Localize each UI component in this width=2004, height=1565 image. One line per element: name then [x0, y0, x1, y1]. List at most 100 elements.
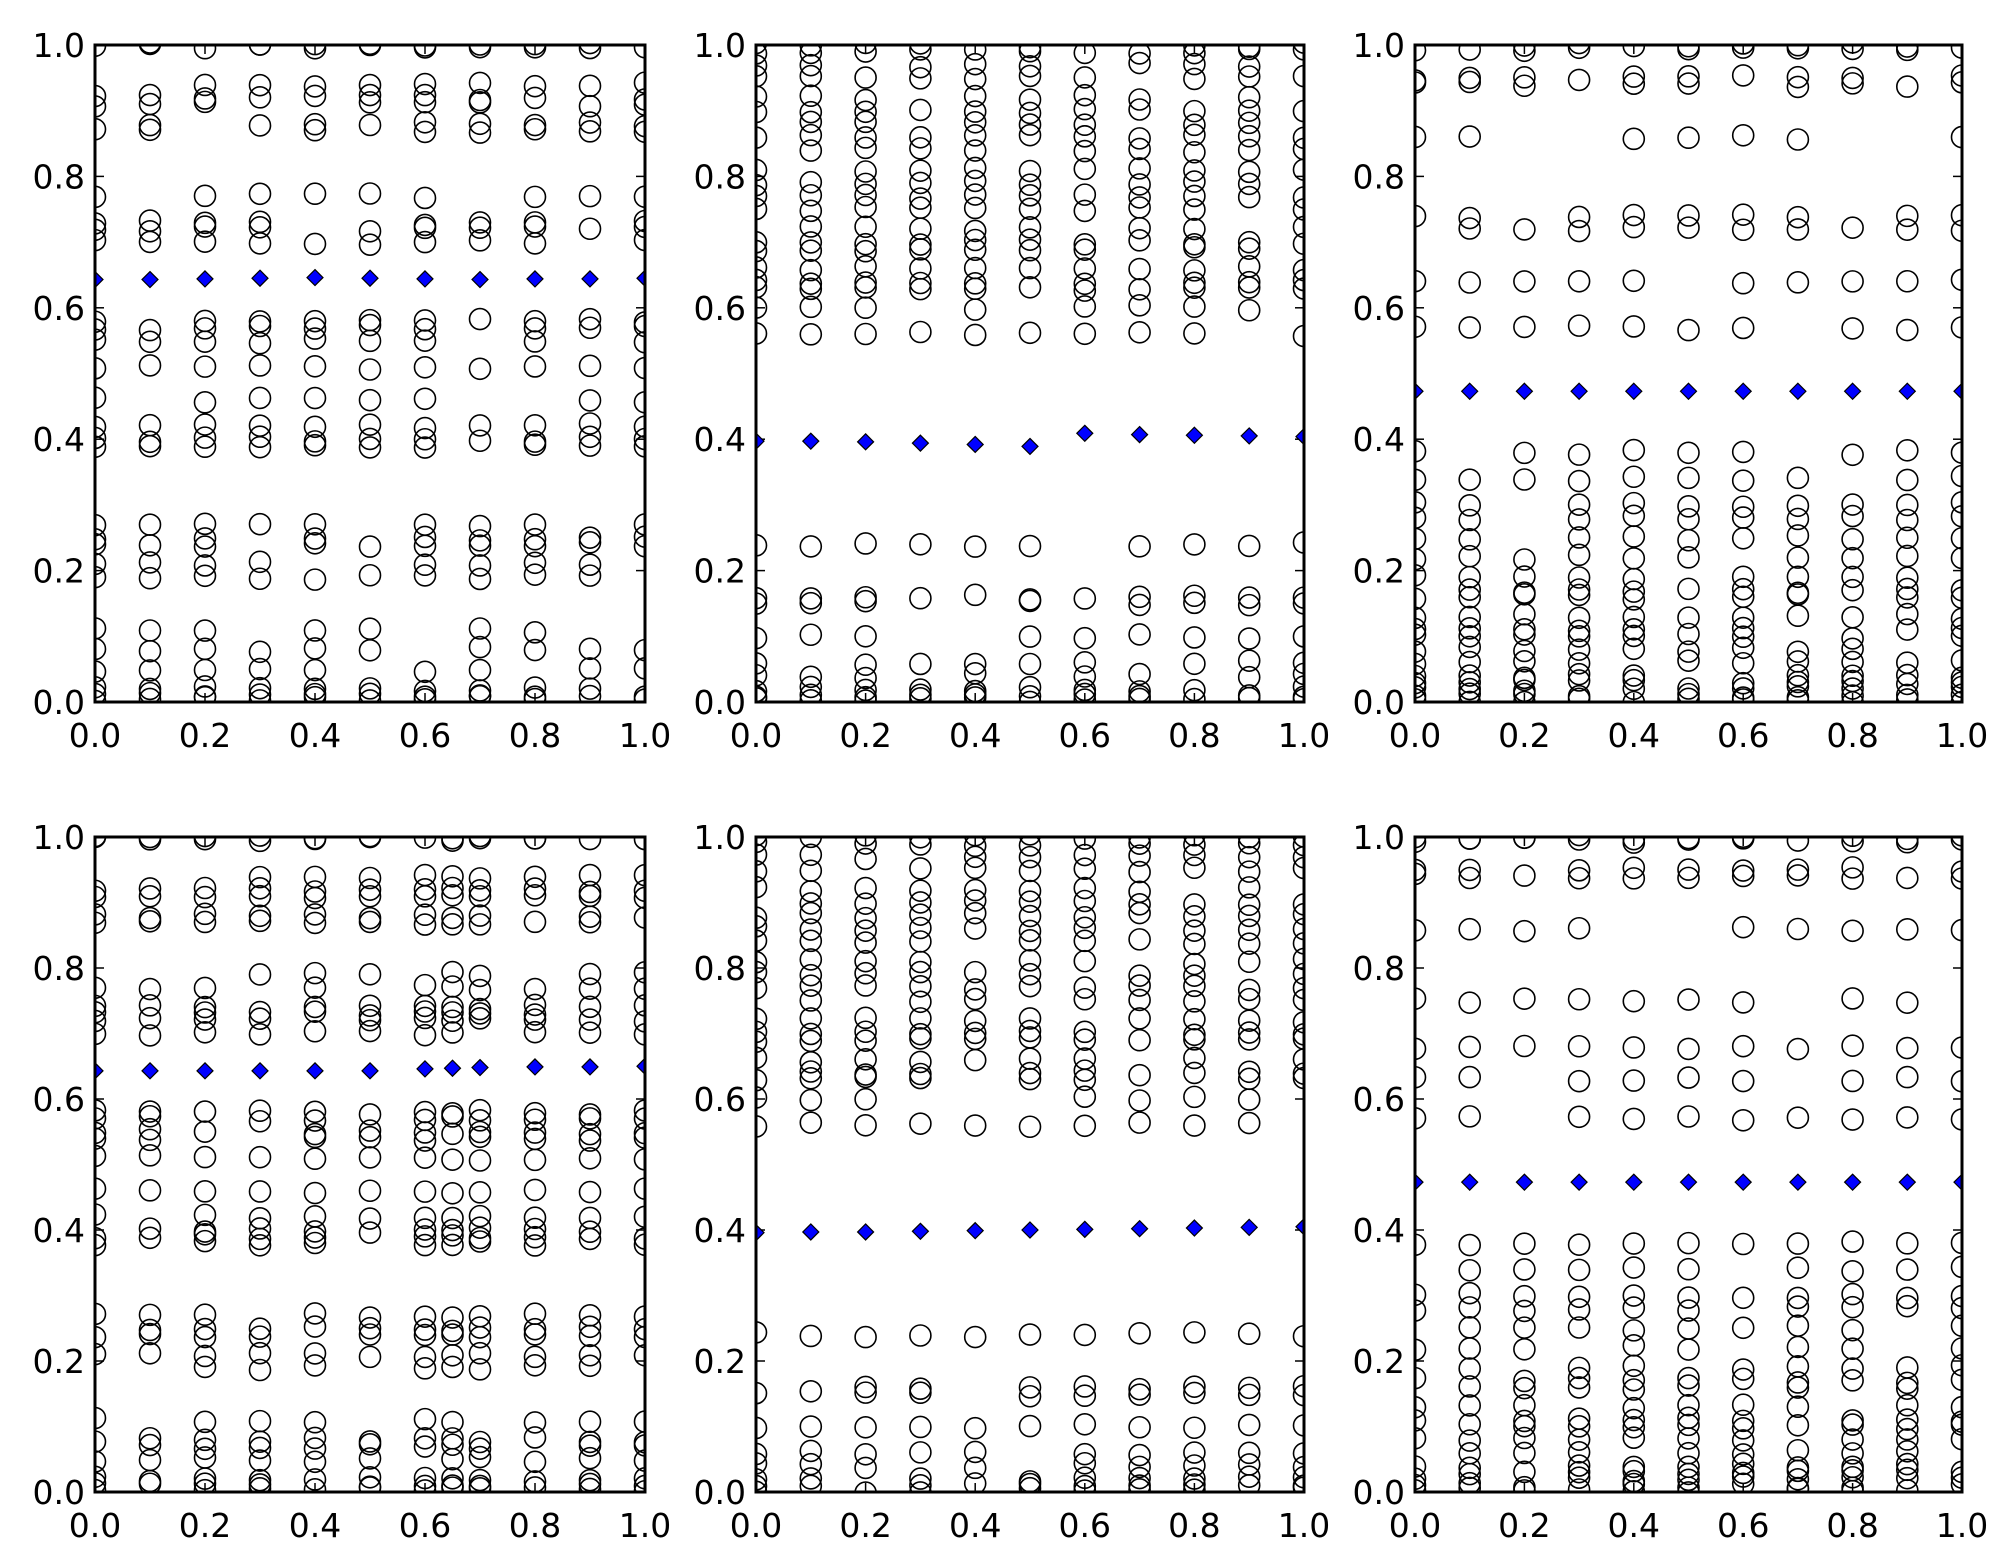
data-point [1128, 893, 1151, 916]
data-point [1073, 1413, 1097, 1436]
data-point [1622, 618, 1646, 641]
data-point [909, 891, 932, 914]
data-point [1073, 1068, 1097, 1092]
data-point [468, 837, 492, 848]
data-point [358, 1004, 382, 1027]
data-point [1073, 66, 1097, 89]
mean-marker [856, 1223, 875, 1241]
data-point [1128, 157, 1151, 180]
data-point [1183, 591, 1206, 615]
data-point [413, 1129, 437, 1152]
data-point [633, 390, 645, 414]
data-point [854, 1113, 877, 1137]
data-point [1567, 469, 1591, 493]
data-point [303, 232, 327, 256]
data-point [303, 880, 327, 903]
data-point [633, 1148, 645, 1171]
data-point [1415, 547, 1427, 571]
data-point [523, 563, 547, 586]
data-point [413, 1180, 437, 1203]
data-point [248, 837, 272, 847]
data-point [1950, 203, 1962, 227]
data-point [358, 1146, 382, 1169]
data-point [358, 689, 382, 702]
data-point [1567, 1069, 1591, 1093]
data-point [1073, 905, 1097, 929]
data-point [578, 1304, 602, 1327]
data-point [1237, 111, 1261, 135]
data-point [1622, 1368, 1646, 1392]
data-point [95, 1430, 107, 1453]
data-point [1786, 1295, 1810, 1318]
data-point [468, 904, 492, 927]
data-point [1841, 605, 1864, 629]
data-point [441, 975, 464, 998]
data-point [1128, 687, 1151, 702]
data-point [358, 313, 382, 337]
data-point [468, 1230, 492, 1253]
data-point [578, 564, 602, 587]
data-point [963, 978, 987, 1001]
data-point [1183, 974, 1206, 998]
data-point [633, 330, 645, 354]
data-point [1786, 546, 1810, 569]
data-point [1731, 1108, 1755, 1132]
data-point [1183, 626, 1206, 649]
data-point [1183, 1467, 1206, 1490]
data-point [1018, 625, 1042, 648]
data-point [303, 886, 327, 910]
data-point [633, 1205, 645, 1229]
data-point [441, 1410, 464, 1434]
data-point [1183, 1454, 1206, 1477]
data-point [756, 679, 768, 702]
data-point [1415, 204, 1427, 228]
data-point [193, 1145, 217, 1169]
data-point [523, 1317, 547, 1341]
data-point [1567, 1258, 1591, 1282]
data-point [1896, 1065, 1919, 1089]
data-point [1292, 1023, 1304, 1046]
data-point [1018, 64, 1042, 88]
mean-marker [416, 270, 434, 288]
data-point [1896, 577, 1919, 601]
data-point [1073, 889, 1097, 913]
data-point [138, 837, 162, 851]
data-point [413, 317, 437, 341]
data-point [413, 885, 437, 908]
data-point [138, 434, 162, 458]
data-point [1415, 837, 1427, 854]
data-point [756, 534, 768, 557]
data-point [303, 513, 327, 536]
data-point [1237, 1021, 1261, 1044]
data-point [1183, 1023, 1206, 1047]
data-point [95, 415, 107, 439]
data-point [1458, 468, 1481, 491]
data-point [193, 885, 217, 909]
data-point [1677, 1286, 1700, 1309]
data-point [1513, 682, 1536, 702]
data-point [138, 1128, 162, 1152]
x-tick-label: 0.0 [69, 716, 121, 755]
data-point [1458, 125, 1481, 148]
data-point [1950, 918, 1962, 942]
data-point [1018, 919, 1042, 943]
data-point [1183, 217, 1206, 241]
data-point [1567, 493, 1591, 516]
data-point [963, 889, 987, 912]
mean-marker [141, 1061, 159, 1080]
data-point [1732, 45, 1755, 55]
data-point [95, 1203, 107, 1226]
data-point [799, 859, 823, 883]
data-point [1458, 271, 1481, 294]
data-point [138, 318, 162, 342]
data-point [1458, 1065, 1481, 1089]
data-point [193, 1203, 217, 1227]
data-point [1183, 1114, 1206, 1137]
data-point [1677, 1476, 1700, 1492]
data-point [1841, 317, 1864, 340]
data-point [1841, 66, 1864, 90]
data-point [1677, 546, 1700, 569]
data-point [138, 1433, 162, 1457]
data-point [1731, 218, 1755, 242]
mean-marker [443, 1059, 462, 1078]
